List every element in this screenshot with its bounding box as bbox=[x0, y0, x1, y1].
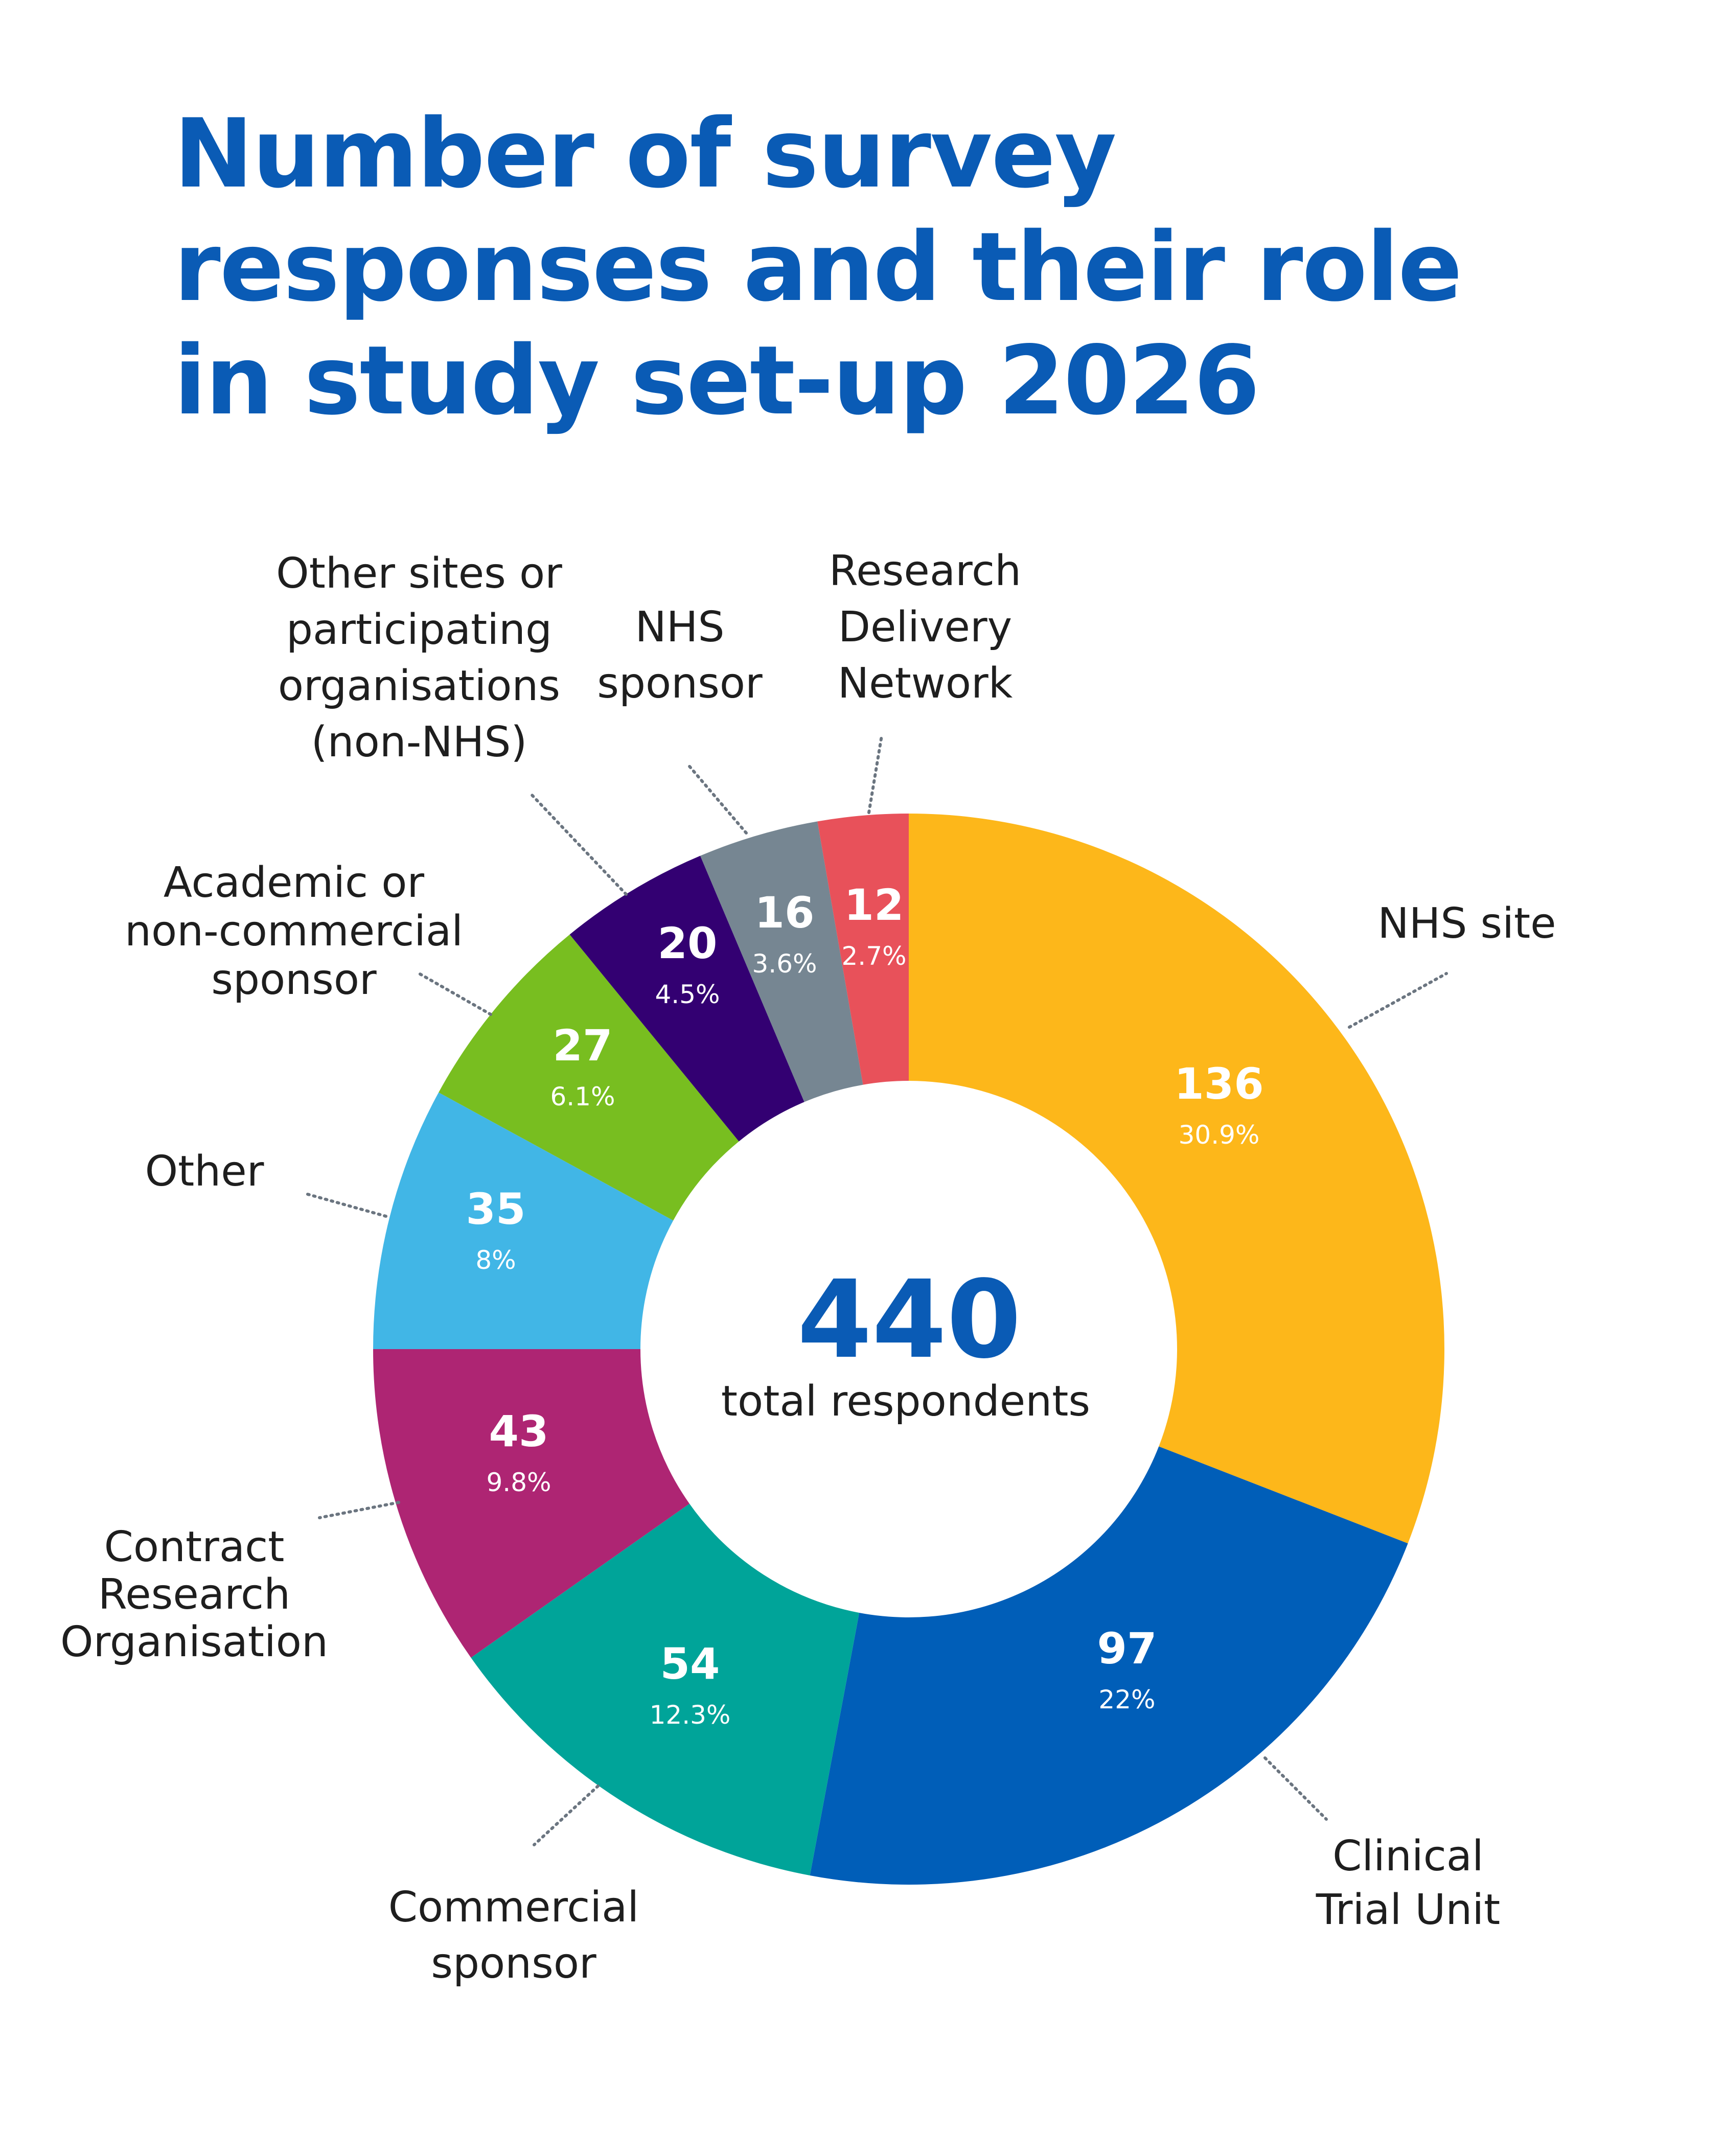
leader-lines bbox=[303, 734, 1448, 1846]
leader-line-other bbox=[303, 1192, 387, 1218]
leader-line-academic-or-non-commercial-sponsor bbox=[418, 972, 492, 1016]
category-label-academic-or-non-commercial-sponsor: Academic or non-commercial sponsor bbox=[125, 859, 463, 1004]
slice-value-other-sites-or-participating-organisations-non-nhs: 20 bbox=[658, 918, 718, 968]
slice-value-labels: 136 30.9% 97 22% 54 12.3% 43 9.8% 35 8% 27 6.1% 20 4.… bbox=[466, 880, 1264, 1730]
category-label-line: Research bbox=[98, 1570, 290, 1619]
category-label-line: Contract bbox=[104, 1523, 285, 1571]
slice-other bbox=[373, 1092, 674, 1349]
category-label-contract-research-organisation: Contract Research Organisation bbox=[60, 1523, 328, 1666]
category-label-nhs-sponsor: NHS sponsor bbox=[597, 603, 763, 708]
category-label-line: Organisation bbox=[60, 1618, 328, 1666]
category-label-line: Other sites or bbox=[276, 549, 562, 598]
title-line-2: responses and their role bbox=[174, 212, 1462, 322]
category-label-line: Network bbox=[838, 659, 1013, 708]
slice-clinical-trial-unit bbox=[810, 1446, 1408, 1885]
slice-value-research-delivery-network: 12 bbox=[844, 880, 904, 930]
leader-line-commercial-sponsor bbox=[533, 1784, 600, 1846]
total-respondents-label: total respondents bbox=[721, 1377, 1090, 1426]
category-label-commercial-sponsor: Commercial sponsor bbox=[388, 1883, 639, 1988]
leader-line-nhs-sponsor bbox=[686, 762, 748, 834]
slice-percent-commercial-sponsor: 12.3% bbox=[650, 1700, 731, 1730]
slice-value-contract-research-organisation: 43 bbox=[489, 1406, 549, 1456]
title-line-1: Number of survey bbox=[174, 98, 1117, 209]
category-label-line: NHS site bbox=[1377, 899, 1556, 948]
total-respondents-value: 440 bbox=[797, 1257, 1021, 1382]
slice-research-delivery-network bbox=[817, 814, 909, 1085]
slice-percent-other-sites-or-participating-organisations-non-nhs: 4.5% bbox=[655, 980, 720, 1009]
slice-other-sites-or-participating-organisations-non-nhs bbox=[569, 855, 804, 1142]
slice-percent-clinical-trial-unit: 22% bbox=[1098, 1685, 1155, 1714]
slice-percent-research-delivery-network: 2.7% bbox=[841, 941, 906, 971]
donut-center: 440 total respondents bbox=[721, 1257, 1090, 1426]
slice-value-nhs-site: 136 bbox=[1174, 1059, 1263, 1109]
page-title: Number of survey responses and their rol… bbox=[174, 97, 1605, 437]
category-label-clinical-trial-unit: Clinical Trial Unit bbox=[1316, 1832, 1501, 1934]
slice-percent-other: 8% bbox=[475, 1245, 516, 1275]
slice-value-commercial-sponsor: 54 bbox=[660, 1639, 720, 1689]
category-label-nhs-site: NHS site bbox=[1377, 899, 1556, 948]
category-label-line: Commercial bbox=[388, 1883, 639, 1932]
category-label-line: sponsor bbox=[431, 1939, 596, 1988]
donut-slices bbox=[373, 814, 1445, 1885]
category-label-line: sponsor bbox=[211, 956, 377, 1004]
slice-nhs-sponsor bbox=[700, 821, 863, 1102]
leader-line-nhs-site bbox=[1348, 972, 1448, 1029]
category-label-line: sponsor bbox=[597, 659, 763, 708]
category-label-line: Delivery bbox=[838, 603, 1012, 652]
category-label-line: organisations bbox=[278, 662, 560, 710]
slice-percent-nhs-sponsor: 3.6% bbox=[752, 949, 817, 979]
category-label-research-delivery-network: Research Delivery Network bbox=[829, 547, 1021, 708]
category-labels: NHS site Clinical Trial Unit Commercial spon… bbox=[60, 547, 1556, 1988]
category-label-line: Clinical bbox=[1332, 1832, 1484, 1881]
slice-commercial-sponsor bbox=[471, 1503, 860, 1875]
leader-line-clinical-trial-unit bbox=[1263, 1756, 1328, 1821]
category-label-line: Academic or bbox=[164, 859, 424, 907]
category-label-line: Research bbox=[829, 547, 1021, 595]
leader-line-other-sites-or-participating-organisations-non-nhs bbox=[530, 793, 628, 896]
slice-percent-contract-research-organisation: 9.8% bbox=[486, 1468, 551, 1497]
category-label-line: participating bbox=[286, 606, 552, 654]
category-label-other: Other bbox=[145, 1147, 264, 1196]
slice-percent-academic-or-non-commercial-sponsor: 6.1% bbox=[550, 1082, 615, 1111]
category-label-line: non-commercial bbox=[125, 907, 463, 956]
title-line-3: in study set-up 2026 bbox=[174, 325, 1260, 436]
category-label-line: NHS bbox=[635, 603, 724, 652]
slice-nhs-site bbox=[909, 814, 1445, 1544]
slice-academic-or-non-commercial-sponsor bbox=[439, 934, 739, 1221]
category-label-line: (non-NHS) bbox=[311, 718, 527, 767]
leader-line-research-delivery-network bbox=[867, 734, 883, 814]
category-label-line: Other bbox=[145, 1147, 264, 1196]
category-label-line: Trial Unit bbox=[1316, 1886, 1501, 1934]
slice-value-academic-or-non-commercial-sponsor: 27 bbox=[553, 1021, 613, 1071]
slice-value-other: 35 bbox=[466, 1184, 526, 1234]
leader-line-contract-research-organisation bbox=[318, 1501, 400, 1519]
slice-contract-research-organisation bbox=[373, 1349, 689, 1658]
slice-percent-nhs-site: 30.9% bbox=[1179, 1120, 1260, 1150]
category-label-other-sites-or-participating-organisations-non-nhs: Other sites or participating organisations… bbox=[276, 549, 562, 767]
slice-value-clinical-trial-unit: 97 bbox=[1097, 1624, 1157, 1674]
slice-value-nhs-sponsor: 16 bbox=[755, 888, 815, 938]
